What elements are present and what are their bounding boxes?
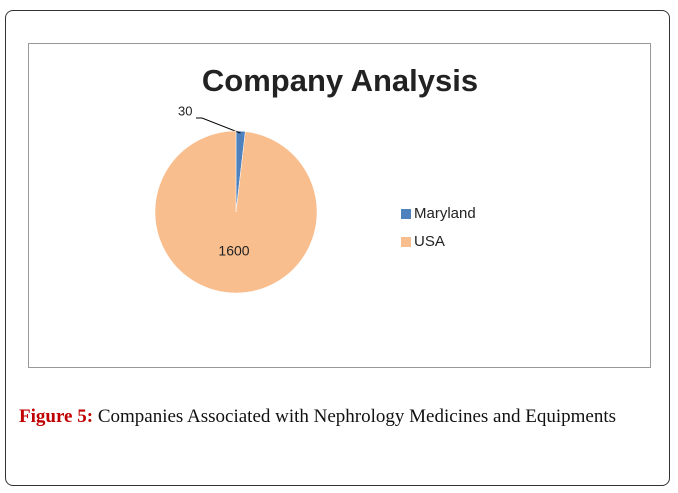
- data-label: 1600: [218, 243, 249, 259]
- chart-area: [28, 43, 651, 368]
- legend-label: Maryland: [414, 205, 476, 222]
- chart: Company Analysis 30 1600 Maryland USA: [28, 43, 651, 368]
- legend-swatch: [401, 237, 411, 247]
- legend-swatch: [401, 209, 411, 219]
- data-label: 30: [178, 103, 192, 118]
- caption: Figure 5: Companies Associated with Neph…: [19, 402, 669, 431]
- caption-label: Figure 5:: [19, 406, 94, 427]
- pie-slice: [154, 130, 318, 294]
- legend-label: USA: [414, 233, 445, 250]
- leader-line: [196, 117, 241, 134]
- chart-title: Company Analysis: [202, 63, 478, 98]
- figure-frame: [5, 10, 670, 486]
- caption-text: Companies Associated with Nephrology Med…: [97, 406, 617, 427]
